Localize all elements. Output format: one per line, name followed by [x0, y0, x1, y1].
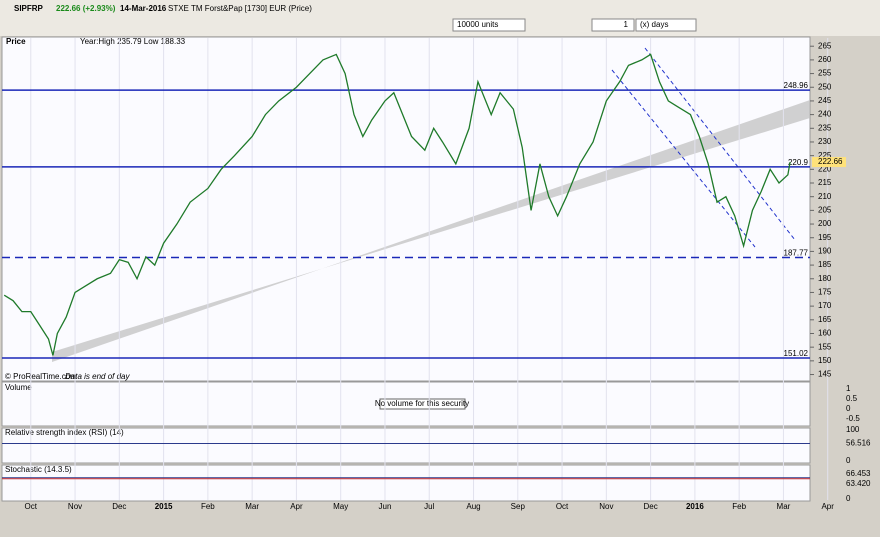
y-tick-label: 180: [818, 274, 832, 283]
stochastic-last: 66.453: [846, 469, 871, 478]
x-tick-label: Sep: [511, 502, 526, 511]
y-tick-label: 230: [818, 137, 832, 146]
y-tick-label: 1: [846, 384, 851, 393]
instrument: STXE TM Forst&Pap [1730] EUR (Price): [168, 4, 312, 13]
toolbar: [0, 0, 880, 36]
period-unit-box[interactable]: [635, 18, 697, 32]
rsi-title: Relative strength index (RSI) (14): [5, 428, 124, 437]
y-tick-label: 210: [818, 192, 832, 201]
x-tick-label: Oct: [25, 502, 38, 511]
x-tick-label: Jun: [379, 502, 392, 511]
change: 222.66 (+2.93%): [56, 4, 116, 13]
level-label: 187.77: [784, 249, 809, 258]
period-box[interactable]: [591, 18, 635, 32]
level-label: 151.02: [784, 349, 809, 358]
stochastic-last: 63.420: [846, 479, 871, 488]
volume-message: No volume for this security: [375, 399, 469, 408]
x-tick-label: Apr: [821, 502, 834, 511]
x-tick-label: 2015: [155, 502, 173, 511]
y-tick-label: 250: [818, 82, 832, 91]
x-tick-label: Feb: [732, 502, 746, 511]
y-tick-label: 100: [846, 425, 860, 434]
x-tick-label: Oct: [556, 502, 569, 511]
y-tick-label: 190: [818, 247, 832, 256]
y-tick-label: 245: [818, 96, 832, 105]
y-tick-label: 0: [846, 456, 851, 465]
y-tick-label: 155: [818, 342, 832, 351]
y-tick-label: 160: [818, 329, 832, 338]
units: 10000 units: [457, 20, 498, 29]
x-tick-label: Jul: [424, 502, 434, 511]
x-tick-label: 2016: [686, 502, 704, 511]
y-tick-label: 165: [818, 315, 832, 324]
x-tick-label: Nov: [68, 502, 82, 511]
y-tick-label: 200: [818, 219, 832, 228]
x-tick-label: Dec: [112, 502, 126, 511]
date: 14-Mar-2016: [120, 4, 167, 13]
y-tick-label: -0.5: [846, 414, 860, 423]
period-count: 1: [624, 20, 629, 29]
y-tick-label: 220: [818, 164, 832, 173]
price-line: [3, 53, 791, 356]
x-tick-label: Nov: [599, 502, 613, 511]
rsi-panel: [1, 427, 811, 464]
y-tick-label: 265: [818, 41, 832, 50]
x-tick-label: May: [333, 502, 348, 511]
stochastic-panel: [1, 464, 811, 502]
y-tick-label: 0.5: [846, 394, 858, 403]
channel-line: [644, 47, 796, 241]
last-tag: 222.66: [818, 157, 843, 166]
rsi-last: 56.516: [846, 439, 871, 448]
y-tick-label: 225: [818, 151, 832, 160]
y-tick-label: 175: [818, 288, 832, 297]
channel-line: [611, 69, 756, 248]
y-tick-label: 260: [818, 55, 832, 64]
y-tick-label: 235: [818, 123, 832, 132]
x-tick-label: Mar: [777, 502, 791, 511]
y-tick-label: 150: [818, 356, 832, 365]
x-tick-label: Dec: [643, 502, 657, 511]
x-tick-label: Apr: [290, 502, 303, 511]
volume-title: Volume: [5, 383, 32, 392]
x-tick-label: Feb: [201, 502, 215, 511]
message-box: [379, 398, 466, 410]
last-tag-bg: [812, 157, 846, 168]
y-tick-label: 215: [818, 178, 832, 187]
level-label: 220.9: [788, 158, 809, 167]
level-label: 248.96: [784, 81, 809, 90]
x-tick-label: Mar: [245, 502, 259, 511]
y-tick-label: 195: [818, 233, 832, 242]
trend-band: [52, 100, 810, 362]
panel-title: Price: [6, 37, 26, 46]
stochastic-title: Stochastic (14.3.5): [5, 465, 72, 474]
y-tick-label: 240: [818, 110, 832, 119]
y-tick-label: 205: [818, 205, 832, 214]
y-tick-label: 0: [846, 494, 851, 503]
note: Data is end of day: [65, 372, 130, 381]
units-box[interactable]: [452, 18, 526, 32]
price-panel: [1, 36, 811, 382]
y-tick-label: 255: [818, 69, 832, 78]
y-tick-label: 0: [846, 404, 851, 413]
period-unit: (x) days: [640, 20, 668, 29]
y-tick-label: 170: [818, 301, 832, 310]
credit: © ProRealTime.com: [5, 372, 77, 381]
y-tick-label: 185: [818, 260, 832, 269]
x-tick-label: Aug: [466, 502, 480, 511]
subtitle: Year:High 235.79 Low 188.33: [80, 37, 186, 46]
y-tick-label: 145: [818, 370, 832, 379]
symbol: SIPFRP: [14, 4, 44, 13]
